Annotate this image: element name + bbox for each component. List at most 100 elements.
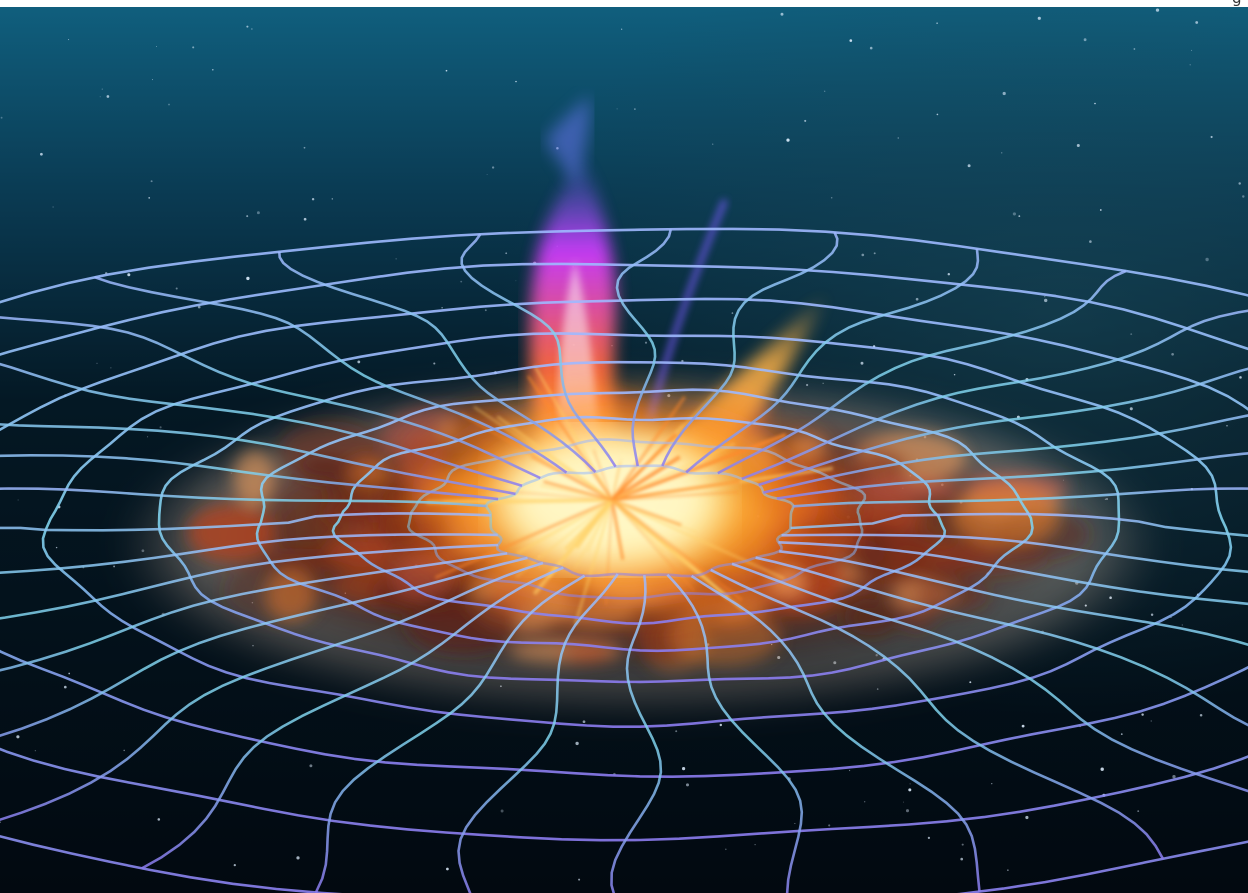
corner-glyph: g	[1232, 0, 1242, 6]
star	[1195, 21, 1199, 24]
star	[68, 672, 71, 675]
explosion-ray	[610, 395, 686, 501]
star	[1191, 49, 1193, 51]
grid-spoke	[460, 233, 617, 468]
star	[991, 783, 993, 785]
star	[55, 546, 58, 549]
grid-spoke	[314, 574, 586, 893]
star	[905, 809, 910, 813]
star	[804, 119, 807, 122]
explosion-ray	[473, 406, 613, 501]
star	[1099, 209, 1102, 211]
dust-cloud	[844, 599, 898, 636]
star	[1205, 257, 1209, 262]
grid-ring	[0, 297, 1248, 778]
star	[150, 180, 153, 183]
star	[296, 856, 300, 860]
star	[805, 383, 809, 387]
star	[1037, 16, 1041, 20]
star	[1133, 48, 1136, 50]
star	[675, 730, 678, 733]
explosion-ray	[534, 365, 613, 501]
star	[1150, 720, 1152, 722]
explosion-ray	[610, 455, 681, 502]
star	[505, 252, 508, 255]
grid-spoke	[141, 566, 564, 870]
grid-spoke	[666, 573, 804, 893]
star	[1044, 296, 1046, 298]
star	[861, 253, 865, 257]
grid-spoke	[690, 574, 981, 892]
star	[1120, 733, 1123, 735]
star	[828, 824, 831, 827]
star	[17, 499, 19, 501]
explosion-ray	[586, 499, 613, 553]
grid-spoke	[741, 309, 1248, 481]
explosion-ray	[450, 486, 613, 501]
star	[40, 152, 43, 156]
grid-spoke	[762, 414, 1248, 494]
star	[309, 764, 313, 768]
star	[849, 39, 853, 42]
star	[1181, 624, 1183, 626]
explosion-ray	[575, 499, 614, 550]
grid-spoke	[776, 452, 1248, 500]
grid-spoke	[758, 367, 1248, 487]
star	[246, 215, 249, 218]
star	[212, 68, 214, 71]
dust-cloud	[233, 449, 275, 507]
star	[491, 166, 495, 169]
grid-ring	[0, 262, 1248, 842]
star	[644, 341, 648, 344]
star	[16, 735, 20, 739]
star	[445, 69, 448, 72]
star	[786, 138, 790, 142]
star	[1226, 424, 1228, 427]
star	[157, 818, 161, 821]
star	[873, 252, 876, 255]
grid-spoke	[0, 512, 491, 532]
grid-spoke	[0, 533, 498, 575]
star	[251, 28, 253, 30]
star	[1199, 714, 1203, 717]
star	[685, 783, 690, 787]
explosion-ray	[574, 499, 614, 625]
star	[460, 280, 463, 283]
star	[927, 836, 931, 840]
grid-spoke	[779, 550, 1248, 647]
explosion-ray	[516, 498, 613, 555]
star	[395, 258, 397, 260]
explosion-ray	[611, 498, 785, 580]
star	[484, 309, 487, 312]
grid-spoke	[0, 423, 516, 496]
grid-ring	[157, 360, 1121, 684]
star	[63, 685, 67, 689]
star	[1150, 613, 1154, 617]
star	[830, 197, 833, 199]
star	[969, 681, 972, 684]
star	[110, 367, 112, 369]
grid-spoke	[0, 543, 499, 620]
grid-spoke	[0, 552, 508, 672]
dust-cloud	[187, 504, 275, 562]
star	[960, 857, 964, 861]
star	[1242, 195, 1245, 198]
star	[99, 96, 101, 98]
star	[848, 769, 851, 772]
star	[864, 801, 866, 803]
explosion-ray	[515, 499, 613, 578]
grid-ring	[407, 438, 867, 600]
star	[68, 39, 70, 41]
star	[1189, 64, 1191, 66]
star	[953, 373, 956, 376]
grid-spoke	[610, 574, 663, 893]
star	[1171, 352, 1174, 356]
grid-spoke	[0, 487, 487, 508]
star	[780, 12, 784, 16]
star	[311, 197, 315, 201]
star	[616, 108, 618, 110]
star	[96, 362, 98, 364]
explosion-ray	[574, 499, 613, 569]
